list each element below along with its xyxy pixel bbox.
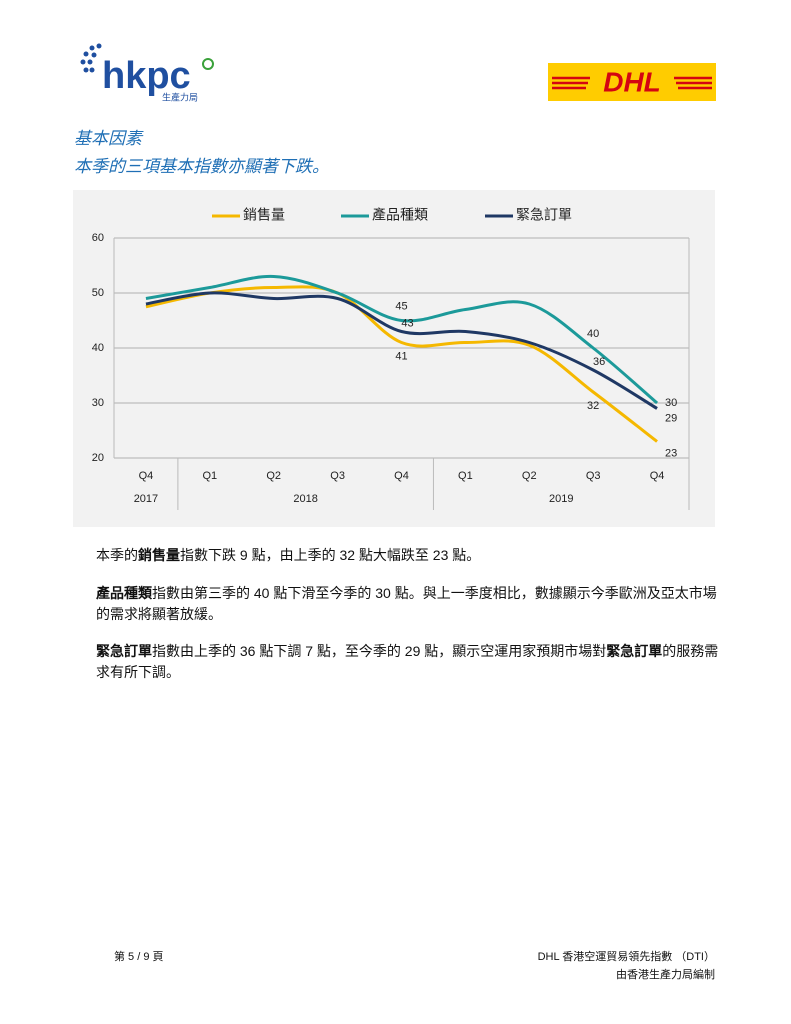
y-tick-label: 60 [92,232,104,244]
x-tick-label: Q4 [650,470,665,482]
hkpc-logo: hkpc 生產力局 [80,43,214,102]
logo-subtitle: 生產力局 [162,91,198,102]
text-run: 的服務需求有所下調。 [96,643,719,680]
text-run: 指數由上季的 36 點下調 7 點，至今季的 29 點，顯示空運用家預期市場對 [152,643,607,659]
dhl-text: DHL [603,66,661,97]
chart: 20 30 40 50 60 Q4 Q1 Q2 Q3 Q4 Q1 Q2 Q3 Q4 2017 2018 2019… [73,190,715,527]
footer-credit: 由香港生產力局編制 [616,969,715,981]
text-run: 產品種類 [96,585,152,601]
data-label: 36 [593,356,605,368]
y-tick-label: 30 [92,397,104,409]
x-tick-label: Q3 [586,470,601,482]
year-label: 2019 [549,493,573,505]
text-run: 指數由第三季的 40 點下滑至今季的 30 點。與上一季度相比，數據顯示今季歐洲… [96,585,717,622]
text-run: 緊急訂單 [606,643,663,659]
series-line [145,274,659,405]
series-line [145,285,658,443]
year-label: 2018 [293,493,317,505]
x-tick-label: Q1 [202,470,217,482]
legend-label: 緊急訂單 [516,207,572,223]
logo-dots [80,43,102,73]
data-label: 43 [401,317,413,329]
logo-mark [202,58,214,70]
footer-title: DHL 香港空運貿易領先指數 （DTI） [537,951,715,963]
year-label: 2017 [134,493,158,505]
data-label: 41 [395,350,407,362]
data-label: 30 [665,397,677,409]
dhl-stripes [552,76,712,90]
series-line [145,291,658,410]
x-tick-label: Q1 [458,470,473,482]
x-tick-label: Q2 [522,470,537,482]
text-run: 指數下跌 9 點，由上季的 32 點大幅跌至 23 點。 [180,547,481,563]
x-tick-label: Q2 [266,470,281,482]
y-tick-label: 40 [92,342,104,354]
y-tick-label: 20 [92,452,104,464]
data-label: 40 [587,328,599,340]
text-run: 緊急訂單 [96,643,152,659]
page-number: 第 5 / 9 頁 [114,951,164,963]
logo-text: hkpc [102,55,191,97]
paragraph: 產品種類指數由第三季的 40 點下滑至今季的 30 點。與上一季度相比，數據顯示… [96,583,720,625]
heading: 基本因素 [74,129,142,148]
data-label: 23 [665,447,677,459]
legend-label: 產品種類 [372,207,428,223]
dhl-logo: DHL [548,63,716,101]
paragraph: 本季的銷售量指數下跌 9 點，由上季的 32 點大幅跌至 23 點。 [96,545,720,566]
data-label: 29 [665,412,677,424]
x-tick-label: Q3 [330,470,345,482]
data-label: 45 [395,300,407,312]
heading: 本季的三項基本指數亦顯著下跌。 [74,157,329,176]
x-tick-label: Q4 [394,470,409,482]
data-label: 32 [587,400,599,412]
y-tick-label: 50 [92,287,104,299]
text-run: 本季的 [96,547,138,563]
text-run: 銷售量 [138,547,180,563]
paragraph: 緊急訂單指數由上季的 36 點下調 7 點，至今季的 29 點，顯示空運用家預期… [96,641,720,683]
x-tick-label: Q4 [139,470,154,482]
legend-label: 銷售量 [243,207,285,223]
